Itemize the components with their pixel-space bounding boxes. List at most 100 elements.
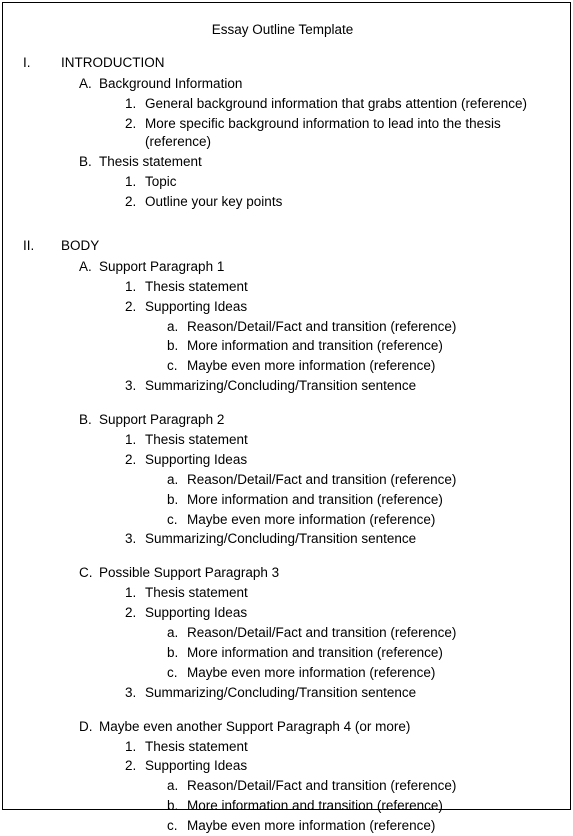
outline-item: 1.Thesis statement xyxy=(125,431,542,450)
outline-item: 2.Supporting Ideas xyxy=(125,604,542,623)
num-text: Thesis statement xyxy=(145,738,542,757)
outline-subitem: b.More information and transition (refer… xyxy=(167,797,542,816)
support-paragraph-1: A. Support Paragraph 1 xyxy=(79,258,542,277)
outline-item: 2.Supporting Ideas xyxy=(125,451,542,470)
subsection-background: A. Background Information xyxy=(79,75,542,94)
letter-label: Support Paragraph 2 xyxy=(99,411,224,430)
outline-item: 2.Supporting Ideas xyxy=(125,298,542,317)
outline-item: 2.Supporting Ideas xyxy=(125,757,542,776)
outline-subitem: c.Maybe even more information (reference… xyxy=(167,357,542,376)
sub-text: Maybe even more information (reference) xyxy=(187,664,542,683)
letter-marker: B. xyxy=(79,153,99,172)
outline-item: 1. Topic xyxy=(125,173,542,192)
outline-item: 1.Thesis statement xyxy=(125,278,542,297)
outline-subitem: c.Maybe even more information (reference… xyxy=(167,664,542,683)
num-text: Thesis statement xyxy=(145,278,542,297)
num-marker: 2. xyxy=(125,451,145,470)
sub-marker: c. xyxy=(167,357,187,376)
subsection-thesis: B. Thesis statement xyxy=(79,153,542,172)
outline-subitem: a.Reason/Detail/Fact and transition (ref… xyxy=(167,318,542,337)
sub-marker: c. xyxy=(167,664,187,683)
num-marker: 2. xyxy=(125,115,145,153)
sub-text: More information and transition (referen… xyxy=(187,491,542,510)
sub-text: More information and transition (referen… xyxy=(187,337,542,356)
outline-item: 1.Thesis statement xyxy=(125,584,542,603)
num-marker: 1. xyxy=(125,738,145,757)
sub-text: More information and transition (referen… xyxy=(187,644,542,663)
outline-subitem: a.Reason/Detail/Fact and transition (ref… xyxy=(167,624,542,643)
outline-subitem: b.More information and transition (refer… xyxy=(167,644,542,663)
num-text: Thesis statement xyxy=(145,584,542,603)
outline-item: 2. Outline your key points xyxy=(125,193,542,212)
support-paragraph-3: C. Possible Support Paragraph 3 xyxy=(79,564,542,583)
letter-marker: B. xyxy=(79,411,99,430)
num-marker: 1. xyxy=(125,278,145,297)
num-marker: 1. xyxy=(125,173,145,192)
num-text: Supporting Ideas xyxy=(145,604,542,623)
letter-marker: D. xyxy=(79,718,99,737)
outline-subitem: b.More information and transition (refer… xyxy=(167,491,542,510)
num-marker: 1. xyxy=(125,584,145,603)
num-marker: 1. xyxy=(125,95,145,114)
sub-text: Maybe even more information (reference) xyxy=(187,511,542,530)
roman-label: BODY xyxy=(53,237,99,256)
num-text: Summarizing/Concluding/Transition senten… xyxy=(145,684,542,703)
sub-text: Reason/Detail/Fact and transition (refer… xyxy=(187,777,542,796)
outline-subitem: c.Maybe even more information (reference… xyxy=(167,817,542,836)
support-paragraph-4: D. Maybe even another Support Paragraph … xyxy=(79,718,542,737)
sub-marker: c. xyxy=(167,511,187,530)
sub-text: Reason/Detail/Fact and transition (refer… xyxy=(187,624,542,643)
outline-subitem: b.More information and transition (refer… xyxy=(167,337,542,356)
num-text: Thesis statement xyxy=(145,431,542,450)
num-text: Outline your key points xyxy=(145,193,542,212)
sub-marker: a. xyxy=(167,471,187,490)
outline-item: 3.Summarizing/Concluding/Transition sent… xyxy=(125,530,542,549)
outline-subitem: a.Reason/Detail/Fact and transition (ref… xyxy=(167,777,542,796)
num-marker: 3. xyxy=(125,684,145,703)
letter-label: Background Information xyxy=(99,75,242,94)
document-page: Essay Outline Template I. INTRODUCTION A… xyxy=(2,2,571,810)
sub-marker: a. xyxy=(167,777,187,796)
num-marker: 2. xyxy=(125,604,145,623)
sub-marker: c. xyxy=(167,817,187,836)
outline-item: 2. More specific background information … xyxy=(125,115,542,153)
num-text: Topic xyxy=(145,173,542,192)
num-text: Summarizing/Concluding/Transition senten… xyxy=(145,530,542,549)
sub-marker: a. xyxy=(167,624,187,643)
num-text: More specific background information to … xyxy=(145,115,542,153)
support-paragraph-2: B. Support Paragraph 2 xyxy=(79,411,542,430)
section-introduction: I. INTRODUCTION xyxy=(23,54,542,73)
sub-text: Maybe even more information (reference) xyxy=(187,357,542,376)
letter-label: Thesis statement xyxy=(99,153,202,172)
letter-marker: C. xyxy=(79,564,99,583)
section-body: II. BODY xyxy=(23,237,542,256)
outline-item: 3.Summarizing/Concluding/Transition sent… xyxy=(125,684,542,703)
num-marker: 1. xyxy=(125,431,145,450)
sub-text: Reason/Detail/Fact and transition (refer… xyxy=(187,318,542,337)
roman-label: INTRODUCTION xyxy=(53,54,165,73)
roman-marker: I. xyxy=(23,54,53,73)
num-marker: 2. xyxy=(125,193,145,212)
num-text: Supporting Ideas xyxy=(145,757,542,776)
num-text: Supporting Ideas xyxy=(145,451,542,470)
letter-marker: A. xyxy=(79,75,99,94)
num-marker: 2. xyxy=(125,298,145,317)
page-title: Essay Outline Template xyxy=(23,21,542,40)
sub-marker: b. xyxy=(167,797,187,816)
sub-text: More information and transition (referen… xyxy=(187,797,542,816)
num-marker: 3. xyxy=(125,377,145,396)
sub-text: Maybe even more information (reference) xyxy=(187,817,542,836)
num-marker: 3. xyxy=(125,530,145,549)
outline-item: 3.Summarizing/Concluding/Transition sent… xyxy=(125,377,542,396)
num-text: Summarizing/Concluding/Transition senten… xyxy=(145,377,542,396)
letter-label: Maybe even another Support Paragraph 4 (… xyxy=(99,718,410,737)
sub-marker: b. xyxy=(167,491,187,510)
letter-label: Support Paragraph 1 xyxy=(99,258,224,277)
sub-marker: b. xyxy=(167,644,187,663)
num-text: Supporting Ideas xyxy=(145,298,542,317)
outline-item: 1.Thesis statement xyxy=(125,738,542,757)
sub-marker: a. xyxy=(167,318,187,337)
letter-marker: A. xyxy=(79,258,99,277)
outline-subitem: c.Maybe even more information (reference… xyxy=(167,511,542,530)
outline-subitem: a.Reason/Detail/Fact and transition (ref… xyxy=(167,471,542,490)
